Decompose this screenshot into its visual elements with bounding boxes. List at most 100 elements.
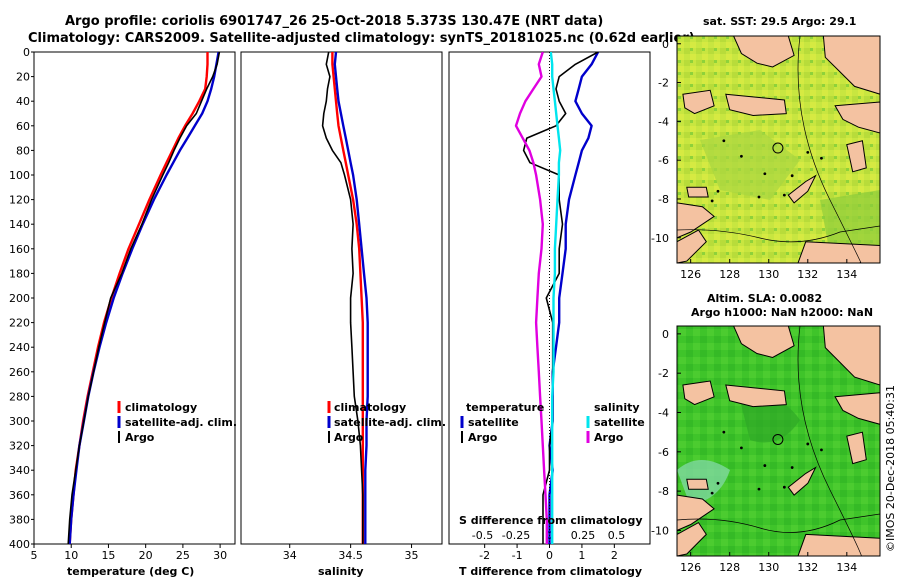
sla-anomaly-patch (740, 397, 800, 443)
lat-tick-label: -8 (658, 485, 669, 498)
s-difference-xlabel: S difference from climatology (459, 514, 643, 527)
land-mass (822, 326, 880, 386)
land-mass (822, 36, 880, 95)
sst-map-axes: 126 128 130 132 134 0 -2 -4 -6 -8 -10 (651, 38, 857, 281)
x-tick-label: 25 (176, 549, 190, 562)
sla-map-axes: 126 128 130 132 134 0 -2 -4 -6 -8 -10 (651, 328, 857, 574)
s-tick-label: 0.5 (608, 529, 626, 542)
x-tick-label: 35 (405, 549, 419, 562)
x-tick-label: 30 (213, 549, 227, 562)
legend-label-argo: Argo (334, 431, 364, 444)
land-mass (686, 478, 709, 490)
islet (820, 156, 823, 160)
difference-legend: temperature satellite Argo salinity sate… (460, 401, 645, 444)
legend-label-argo: Argo (125, 431, 155, 444)
x-tick-label: 1 (578, 549, 585, 562)
depth-tick-label: 180 (9, 267, 30, 280)
title-line-2: Climatology: CARS2009. Satellite-adjuste… (28, 31, 695, 46)
depth-tick-label: 280 (9, 390, 30, 403)
lon-tick-label: 128 (719, 268, 740, 281)
lat-tick-label: -10 (651, 524, 669, 537)
islet (722, 430, 726, 434)
islet (722, 139, 726, 143)
sst-map-panel: sat. SST: 29.5 Argo: 29.1 126 128 130 132 13… (651, 15, 881, 281)
temperature-xlabel: temperature (deg C) (67, 565, 194, 578)
land-mass (846, 431, 867, 465)
argo-position-marker (772, 433, 784, 445)
lon-tick-label: 132 (797, 268, 818, 281)
sla-map-subtitle: Argo h1000: NaN h2000: NaN (691, 306, 873, 319)
sst-warm-patch (820, 190, 880, 255)
depth-contour (797, 36, 862, 263)
depth-tick-label: 120 (9, 194, 30, 207)
islet (710, 491, 714, 495)
lat-tick-label: 0 (662, 328, 669, 341)
series-line-salinity-argo (514, 52, 548, 544)
difference-series (514, 52, 600, 544)
lon-tick-label: 130 (758, 268, 779, 281)
temperature-legend: climatology satellite-adj. clim. Argo (117, 401, 237, 444)
land-mass (682, 380, 715, 406)
lon-tick-label: 128 (719, 561, 740, 574)
salinity-xlabel: salinity (318, 565, 364, 578)
x-tick-label: -1 (512, 549, 523, 562)
salinity-axis: 34 34.5 35 (283, 544, 419, 562)
series-line-argo (67, 52, 221, 544)
depth-tick-label: 140 (9, 218, 30, 231)
islet (740, 446, 743, 450)
land-mass (677, 521, 707, 556)
land-mass (797, 533, 880, 556)
islet (790, 174, 794, 178)
salinity-panel: 34 34.5 35 climatology satellite-adj. clim… (240, 51, 446, 578)
depth-tick-label: 380 (9, 513, 30, 526)
islet (763, 464, 767, 467)
depth-tick-label: 80 (16, 144, 30, 157)
islet (716, 481, 720, 485)
lon-tick-label: 132 (797, 561, 818, 574)
depth-tick-label: 400 (9, 538, 30, 551)
sla-map-panel: Altim. SLA: 0.0082 Argo h1000: NaN h2000… (651, 292, 881, 574)
x-tick-label: 2 (611, 549, 618, 562)
x-tick-label: 20 (139, 549, 153, 562)
islet (782, 485, 786, 489)
islet (740, 154, 743, 158)
lat-tick-label: -8 (658, 193, 669, 206)
title-line-1: Argo profile: coriolis 6901747_26 25-Oct… (65, 14, 603, 29)
temperature-panel: 0 20 40 60 80 100 120 140 160 180 200 220 240 260 280 3… (9, 46, 237, 578)
legend-label-climatology: climatology (125, 401, 197, 414)
land-mass (677, 229, 707, 263)
lat-tick-label: -2 (658, 77, 669, 90)
legend-label-satellite: satellite-adj. clim. (125, 416, 237, 429)
land-mass (846, 140, 867, 173)
land-mass (733, 326, 795, 359)
salinity-plot-area (240, 51, 443, 545)
s-tick-label: -0.25 (502, 529, 530, 542)
series-line-temperature-argo (522, 52, 599, 544)
series-line-salinity-satellite (549, 52, 562, 544)
depth-tick-label: 20 (16, 71, 30, 84)
temperature-plot-area (33, 51, 236, 545)
depth-tick-label: 340 (9, 464, 30, 477)
sst-map-frame (676, 35, 881, 264)
series-line-climatology (331, 52, 364, 544)
land-mass (677, 202, 715, 239)
depth-tick-label: 0 (23, 46, 30, 59)
sst-warm-patch (700, 130, 800, 200)
sst-map-title: sat. SST: 29.5 Argo: 29.1 (703, 15, 856, 28)
salinity-series (321, 52, 369, 544)
islet (757, 487, 761, 491)
lon-tick-label: 130 (758, 561, 779, 574)
lon-tick-label: 134 (836, 561, 857, 574)
islet (757, 195, 761, 199)
legend-label-climatology: climatology (334, 401, 406, 414)
depth-tick-label: 40 (16, 95, 30, 108)
x-tick-label: 34 (283, 549, 297, 562)
lat-tick-label: 0 (662, 38, 669, 51)
islet (782, 193, 786, 197)
land-mass (677, 494, 715, 531)
islet (763, 172, 767, 176)
lat-tick-label: -10 (651, 232, 669, 245)
islet (716, 189, 720, 193)
x-tick-label: 34.5 (338, 549, 363, 562)
temperature-series (67, 52, 221, 544)
